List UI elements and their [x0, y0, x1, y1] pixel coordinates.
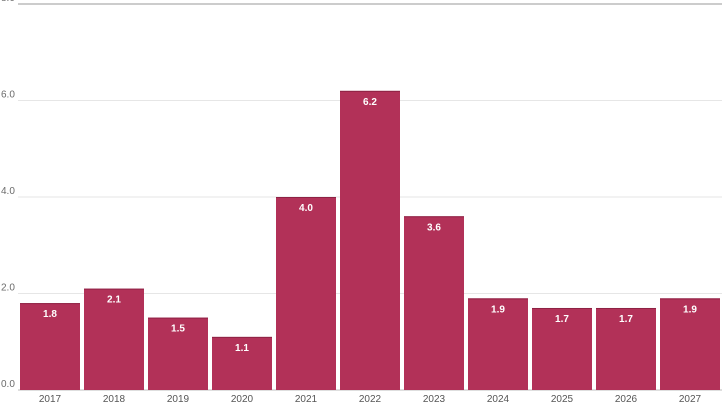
bar-2025 — [532, 307, 592, 390]
bar-2027 — [660, 298, 720, 390]
x-tick-label-2019: 2019 — [167, 394, 190, 405]
y-tick-label: 0.0 — [1, 379, 15, 390]
data-label-2023: 3.6 — [427, 222, 441, 233]
y-tick-label: 2.0 — [1, 283, 15, 294]
x-tick-label-2026: 2026 — [615, 394, 638, 405]
data-label-2017: 1.8 — [43, 309, 57, 320]
data-label-2021: 4.0 — [299, 203, 313, 214]
data-label-2026: 1.7 — [619, 314, 633, 325]
x-tick-label-2024: 2024 — [487, 394, 510, 405]
x-tick-label-2023: 2023 — [423, 394, 446, 405]
data-label-2020: 1.1 — [235, 343, 249, 354]
bar-2018 — [84, 288, 144, 390]
bar-2023 — [404, 216, 464, 390]
y-tick-label: 8.0 — [1, 0, 15, 4]
data-label-2024: 1.9 — [491, 304, 505, 315]
data-label-2022: 6.2 — [363, 97, 377, 108]
data-label-2027: 1.9 — [683, 304, 697, 315]
x-tick-label-2022: 2022 — [359, 394, 382, 405]
x-tick-label-2025: 2025 — [551, 394, 574, 405]
data-label-2018: 2.1 — [107, 295, 121, 306]
bar-2021 — [276, 197, 336, 390]
x-tick-label-2021: 2021 — [295, 394, 318, 405]
bar-2017 — [20, 303, 80, 390]
y-tick-label: 6.0 — [1, 90, 15, 101]
bar-2022 — [340, 90, 400, 390]
x-tick-label-2017: 2017 — [39, 394, 62, 405]
x-tick-label-2027: 2027 — [679, 394, 702, 405]
y-tick-label: 4.0 — [1, 186, 15, 197]
data-label-2025: 1.7 — [555, 314, 569, 325]
data-label-2019: 1.5 — [171, 324, 185, 335]
bars: 1.8 2.1 1.5 1.1 4.0 6.2 3.6 1.9 1.7 1.7 1.9 — [20, 90, 720, 390]
bar-2020 — [212, 336, 272, 390]
bar-2026 — [596, 307, 656, 390]
bar-2024 — [468, 298, 528, 390]
bar-2019 — [148, 317, 208, 390]
x-tick-label-2018: 2018 — [103, 394, 126, 405]
axes: 0.0 2.0 4.0 6.0 8.0 2017 2018 2019 2020 2021 2022 2… — [1, 0, 702, 405]
x-tick-label-2020: 2020 — [231, 394, 254, 405]
